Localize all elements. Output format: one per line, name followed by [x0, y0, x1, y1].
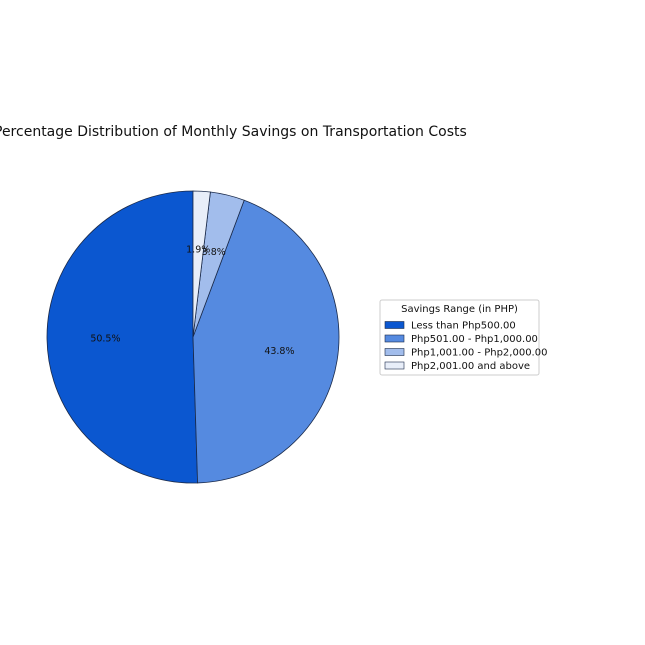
legend: Savings Range (in PHP) Less than Php500.…	[379, 299, 547, 376]
pct-label-4: 1.9%	[186, 245, 210, 256]
legend-label-3: Php1,001.00 - Php2,000.00	[411, 348, 547, 359]
pct-label-3: 3.8%	[202, 247, 226, 258]
legend-swatch-3	[384, 348, 405, 356]
pct-label-2: 43.8%	[264, 346, 294, 357]
pie-slice-2	[192, 199, 340, 484]
legend-label-2: Php501.00 - Php1,000.00	[411, 334, 538, 345]
pie-slices	[46, 190, 340, 484]
pct-label-1: 50.5%	[90, 333, 120, 344]
legend-swatch-4	[384, 361, 405, 370]
pie-slice-4	[192, 190, 211, 338]
chart-title: Percentage Distribution of Monthly Savin…	[0, 124, 467, 140]
legend-label-1: Less than Php500.00	[411, 321, 516, 332]
legend-swatch-1	[384, 321, 405, 329]
percentage-labels: 50.5% 43.8% 3.8%1.9%	[90, 245, 294, 358]
legend-title: Savings Range (in PHP)	[401, 304, 518, 315]
legend-box	[379, 299, 540, 376]
legend-label-4: Php2,001.00 and above	[411, 361, 530, 372]
legend-items: Less than Php500.00 Php501.00 - Php1,000.…	[384, 321, 547, 372]
legend-swatch-2	[384, 334, 405, 343]
pie-slice-1	[46, 190, 198, 484]
